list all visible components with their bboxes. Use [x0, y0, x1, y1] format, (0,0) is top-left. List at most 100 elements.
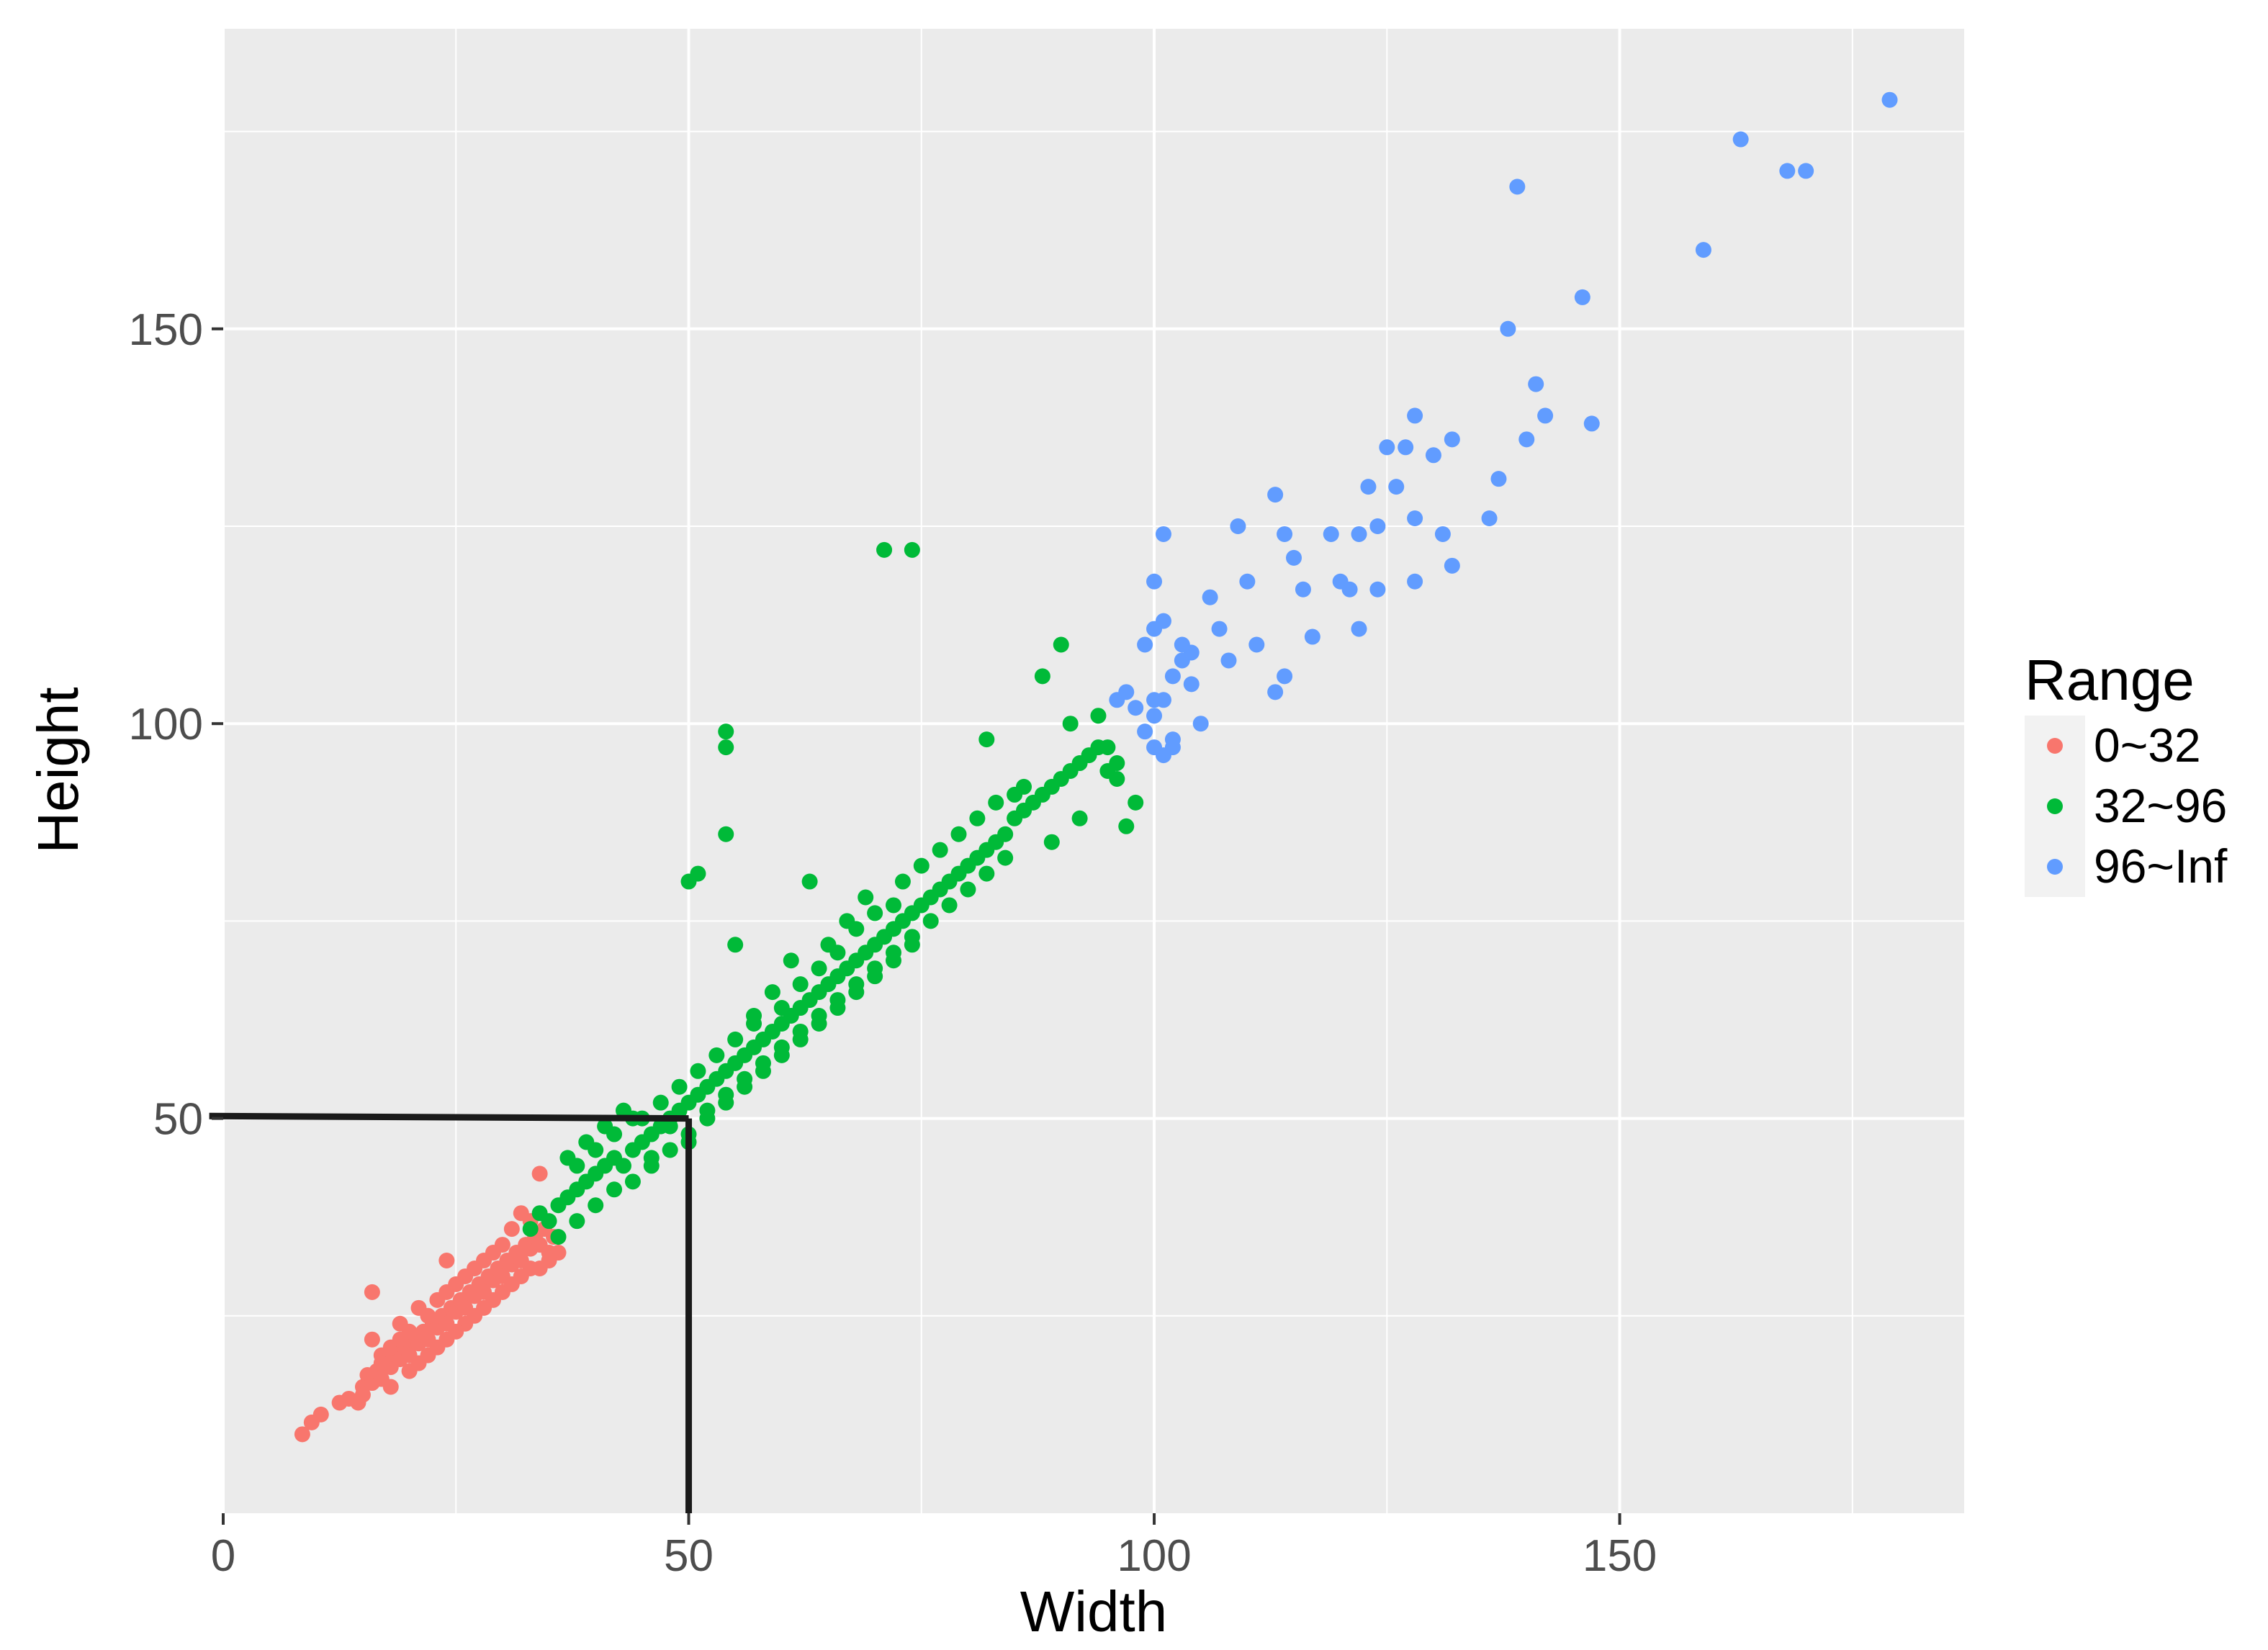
x-tick-label: 100	[1117, 1531, 1191, 1581]
annotation-lines	[209, 1112, 693, 1513]
data-point	[1286, 549, 1302, 566]
data-point	[783, 952, 799, 969]
data-point	[662, 1118, 678, 1135]
data-point	[541, 1213, 557, 1230]
data-point	[1444, 431, 1460, 448]
data-point	[1304, 628, 1320, 645]
data-point	[1351, 526, 1367, 542]
data-point	[718, 1094, 734, 1111]
data-point	[1211, 621, 1228, 637]
data-point	[448, 1323, 464, 1340]
legend-swatch	[2047, 859, 2063, 875]
data-point	[410, 1299, 427, 1316]
legend-entries: 0~32 32~96 96~Inf	[2025, 716, 2228, 897]
data-point	[364, 1284, 380, 1300]
data-point	[1425, 447, 1441, 464]
data-point	[1369, 581, 1386, 598]
data-point	[718, 826, 734, 842]
data-point	[1174, 636, 1190, 653]
legend-swatch	[2047, 738, 2063, 754]
data-point	[755, 1063, 771, 1079]
data-point	[1146, 573, 1163, 590]
data-point	[1407, 510, 1423, 527]
y-tick-label: 50	[153, 1095, 203, 1145]
data-point	[1798, 163, 1814, 179]
data-point	[1230, 518, 1246, 534]
data-point	[1099, 739, 1116, 756]
data-point	[671, 1078, 688, 1095]
data-point	[606, 1181, 623, 1198]
data-point	[1444, 557, 1460, 574]
data-point	[848, 921, 865, 937]
data-point	[652, 1094, 669, 1111]
data-point	[1155, 613, 1171, 629]
data-point	[1295, 581, 1311, 598]
data-point	[764, 984, 780, 1001]
data-point	[1164, 731, 1181, 748]
data-point	[904, 937, 920, 953]
data-point	[1434, 526, 1451, 542]
x-axis-title: Width	[1020, 1579, 1168, 1644]
data-point	[1779, 163, 1796, 179]
data-point	[792, 1031, 809, 1047]
data-point	[624, 1173, 641, 1190]
data-point	[894, 873, 911, 890]
legend: Range 0~32 32~96 96~Inf	[2025, 648, 2228, 897]
data-point	[1183, 676, 1200, 693]
data-point	[1583, 415, 1600, 432]
data-point	[978, 731, 995, 748]
data-point	[1528, 376, 1544, 392]
data-point	[467, 1307, 483, 1324]
data-point	[662, 1142, 678, 1158]
grid-minor	[223, 29, 1964, 1513]
data-point	[867, 968, 883, 985]
data-point	[1379, 439, 1395, 456]
data-point	[1732, 131, 1749, 148]
data-point	[1137, 723, 1153, 740]
data-point	[1164, 668, 1181, 685]
data-point	[690, 1063, 706, 1079]
data-point	[382, 1379, 399, 1395]
data-point	[969, 810, 986, 826]
data-point	[773, 1000, 790, 1016]
data-point	[960, 881, 976, 898]
data-point	[616, 1102, 632, 1119]
data-point	[737, 1078, 753, 1095]
legend-label: 0~32	[2094, 718, 2201, 772]
data-point	[1155, 526, 1171, 542]
data-point	[876, 541, 893, 558]
x-tick-label: 150	[1583, 1531, 1657, 1581]
data-point	[1192, 716, 1209, 732]
data-point	[690, 865, 706, 882]
y-tick-label: 100	[129, 700, 203, 749]
data-point	[1118, 684, 1135, 700]
data-point	[410, 1355, 427, 1371]
data-point	[718, 723, 734, 740]
data-point	[1388, 479, 1405, 495]
data-point	[1128, 794, 1144, 811]
data-point	[708, 1047, 725, 1063]
data-point	[1043, 834, 1060, 850]
data-point	[997, 849, 1014, 866]
data-point	[364, 1331, 380, 1348]
data-point	[578, 1134, 595, 1150]
data-point	[1574, 289, 1590, 305]
data-point	[811, 960, 827, 977]
data-point	[1146, 708, 1163, 724]
data-point	[1481, 510, 1498, 527]
data-point	[1109, 755, 1125, 772]
data-point	[1537, 407, 1554, 424]
data-point	[1277, 526, 1293, 542]
data-point	[988, 794, 1004, 811]
data-point	[392, 1331, 408, 1348]
x-axis: 0 50 100 150	[211, 1513, 1657, 1581]
data-point	[373, 1355, 390, 1371]
data-point	[597, 1118, 613, 1135]
data-point	[746, 1008, 762, 1024]
data-point	[1267, 684, 1284, 700]
legend-title: Range	[2025, 648, 2195, 712]
data-point	[950, 826, 967, 842]
data-point	[829, 1000, 846, 1016]
data-point	[904, 541, 920, 558]
